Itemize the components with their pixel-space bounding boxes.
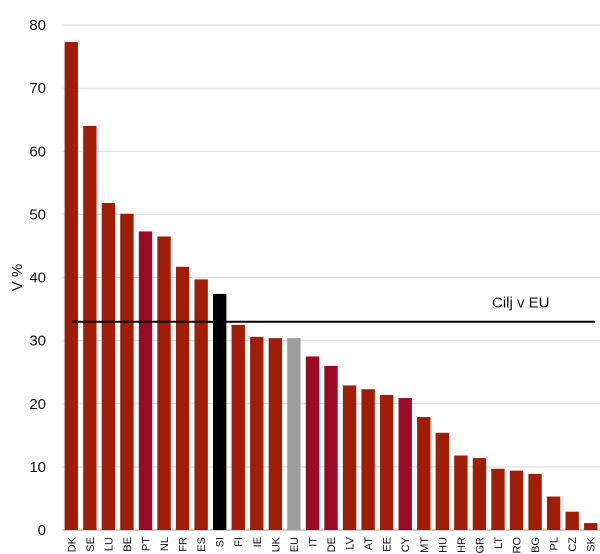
- target-line-label: Cilj v EU: [492, 295, 550, 312]
- category-label: RO: [512, 537, 524, 554]
- bar-lv: [342, 385, 357, 530]
- category-label: SE: [85, 537, 97, 552]
- category-label: AT: [363, 537, 375, 551]
- bar-es: [194, 279, 208, 530]
- bars: [64, 42, 598, 531]
- y-tick-label: 0: [38, 522, 46, 539]
- bar-hu: [435, 432, 449, 530]
- bar-mt: [417, 417, 431, 530]
- bar-uk: [268, 338, 283, 530]
- category-label: LU: [103, 537, 115, 551]
- bar-de: [324, 365, 338, 531]
- category-label: UK: [270, 536, 282, 552]
- bar-ie: [250, 336, 264, 530]
- bar-cz: [565, 511, 579, 530]
- category-label: BE: [122, 537, 134, 552]
- category-label: HU: [437, 537, 449, 553]
- category-label: DE: [326, 537, 338, 552]
- category-label: DK: [66, 536, 78, 552]
- bar-lu: [101, 203, 116, 530]
- bar-ee: [379, 394, 394, 530]
- category-label: IE: [252, 537, 264, 547]
- category-label: BG: [530, 537, 542, 553]
- bar-lt: [491, 468, 505, 530]
- bar-fi: [231, 324, 245, 530]
- y-tick-label: 10: [29, 459, 46, 476]
- category-label: ES: [196, 537, 208, 552]
- bar-se: [83, 126, 97, 530]
- bar-hr: [454, 455, 468, 530]
- category-label: CY: [400, 536, 412, 552]
- category-label: IT: [307, 537, 319, 547]
- bar-bg: [528, 473, 542, 530]
- category-label: EE: [382, 537, 394, 552]
- category-label: FI: [233, 537, 245, 547]
- bar-eu: [287, 338, 301, 530]
- y-tick-label: 50: [29, 206, 46, 223]
- y-tick-label: 40: [29, 270, 46, 287]
- y-axis-ticks: 0 10 20 30 40 50 60 70 80: [29, 17, 46, 539]
- bar-pt: [138, 231, 153, 531]
- y-tick-label: 30: [29, 333, 46, 350]
- category-label: CZ: [567, 537, 579, 552]
- category-label: MT: [419, 537, 431, 553]
- category-label: GR: [474, 537, 486, 554]
- bar-si: [213, 293, 227, 530]
- bar-it: [305, 356, 320, 530]
- y-axis-label: V %: [9, 264, 26, 292]
- y-tick-label: 20: [29, 396, 46, 413]
- bar-dk: [64, 42, 78, 530]
- category-label: EU: [289, 537, 301, 552]
- bar-cy: [398, 398, 412, 530]
- bar-pl: [546, 496, 561, 530]
- category-label: PL: [549, 537, 561, 550]
- category-label: SI: [215, 537, 227, 547]
- category-label: PT: [140, 537, 152, 551]
- bar-ro: [509, 470, 524, 530]
- bar-at: [361, 389, 375, 530]
- bar-gr: [472, 458, 487, 530]
- category-label: FR: [178, 537, 190, 552]
- bar-nl: [157, 236, 171, 530]
- y-tick-label: 60: [29, 143, 46, 160]
- category-label: LT: [493, 537, 505, 549]
- category-label: NL: [159, 537, 171, 551]
- bar-fr: [175, 266, 190, 530]
- category-label: LV: [345, 536, 357, 549]
- bar-be: [120, 213, 134, 531]
- category-labels: DK SE LU BE PT NL FR ES SI FI IE UK EU IT DE LV AT EE CY MT…: [66, 536, 597, 553]
- category-label: HR: [456, 537, 468, 553]
- y-tick-label: 80: [29, 17, 46, 34]
- y-tick-label: 70: [29, 80, 46, 97]
- category-label: SK: [586, 536, 598, 551]
- bar-sk: [584, 523, 598, 530]
